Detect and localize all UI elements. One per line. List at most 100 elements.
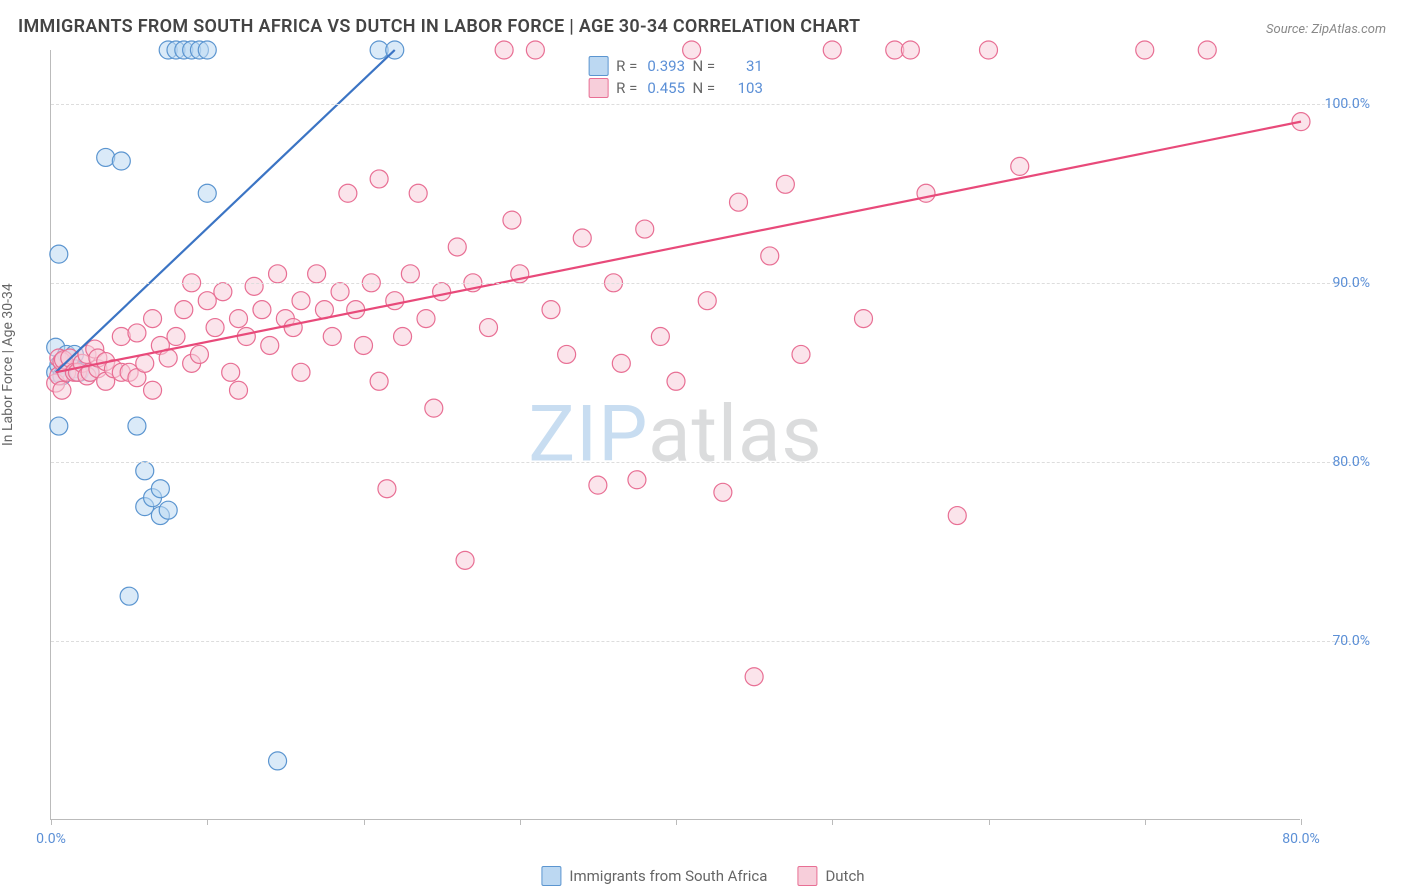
scatter-point-dutch — [198, 292, 216, 310]
legend-stat-row: R = 0.393 N = 31 — [588, 56, 763, 76]
legend-item: Dutch — [797, 866, 864, 886]
scatter-point-dutch — [628, 471, 646, 489]
legend-item: Immigrants from South Africa — [541, 866, 767, 886]
scatter-point-dutch — [355, 336, 373, 354]
scatter-point-sa — [159, 501, 177, 519]
scatter-point-dutch — [378, 480, 396, 498]
y-axis-label: In Labor Force | Age 30-34 — [0, 283, 16, 446]
x-tick-mark — [207, 819, 208, 825]
scatter-point-dutch — [651, 328, 669, 346]
legend-stat-text: R = 0.393 N = 31 — [616, 57, 763, 75]
x-tick-label: 0.0% — [36, 831, 66, 847]
scatter-point-dutch — [370, 372, 388, 390]
scatter-point-dutch — [1136, 41, 1154, 59]
scatter-point-dutch — [253, 301, 271, 319]
scatter-point-dutch — [612, 354, 630, 372]
scatter-point-sa — [120, 587, 138, 605]
scatter-point-dutch — [792, 345, 810, 363]
scatter-point-sa — [50, 245, 68, 263]
scatter-point-dutch — [573, 229, 591, 247]
grid-line — [51, 283, 1360, 284]
scatter-point-dutch — [112, 328, 130, 346]
scatter-point-dutch — [776, 175, 794, 193]
scatter-point-dutch — [901, 41, 919, 59]
scatter-point-dutch — [745, 668, 763, 686]
scatter-point-dutch — [761, 247, 779, 265]
legend-label: Dutch — [825, 867, 864, 885]
scatter-point-dutch — [636, 220, 654, 238]
scatter-point-dutch — [542, 301, 560, 319]
x-tick-mark — [520, 819, 521, 825]
scatter-point-dutch — [144, 381, 162, 399]
scatter-point-dutch — [339, 184, 357, 202]
trend-line-sa — [56, 50, 395, 372]
legend-stat-text: R = 0.455 N = 103 — [616, 79, 763, 97]
x-tick-label: 80.0% — [1282, 831, 1320, 847]
y-tick-label: 80.0% — [1332, 454, 1370, 470]
scatter-point-sa — [112, 152, 130, 170]
scatter-point-dutch — [331, 283, 349, 301]
x-tick-mark — [832, 819, 833, 825]
scatter-point-sa — [136, 462, 154, 480]
x-tick-mark — [989, 819, 990, 825]
scatter-point-dutch — [175, 301, 193, 319]
scatter-svg — [51, 50, 1361, 820]
x-tick-mark — [1145, 819, 1146, 825]
scatter-point-dutch — [917, 184, 935, 202]
source-name: ZipAtlas.com — [1311, 22, 1386, 37]
scatter-point-dutch — [401, 265, 419, 283]
y-tick-label: 100.0% — [1325, 96, 1370, 112]
scatter-point-sa — [198, 41, 216, 59]
scatter-point-dutch — [1011, 157, 1029, 175]
x-tick-mark — [364, 819, 365, 825]
scatter-point-dutch — [214, 283, 232, 301]
scatter-point-dutch — [144, 310, 162, 328]
scatter-point-sa — [269, 752, 287, 770]
scatter-point-dutch — [292, 292, 310, 310]
source-prefix: Source: — [1266, 22, 1311, 37]
scatter-point-dutch — [53, 381, 71, 399]
scatter-point-dutch — [190, 345, 208, 363]
scatter-point-dutch — [128, 324, 146, 342]
scatter-point-dutch — [394, 328, 412, 346]
chart-title: IMMIGRANTS FROM SOUTH AFRICA VS DUTCH IN… — [18, 16, 860, 37]
plot-area: ZIPatlas R = 0.393 N = 31R = 0.455 N = 1… — [50, 50, 1300, 820]
scatter-point-dutch — [206, 319, 224, 337]
legend-swatch — [541, 866, 561, 886]
scatter-point-dutch — [456, 551, 474, 569]
scatter-point-dutch — [409, 184, 427, 202]
scatter-point-dutch — [245, 277, 263, 295]
scatter-point-dutch — [230, 381, 248, 399]
scatter-point-dutch — [730, 193, 748, 211]
x-tick-mark — [676, 819, 677, 825]
scatter-point-dutch — [698, 292, 716, 310]
scatter-point-dutch — [284, 319, 302, 337]
scatter-point-dutch — [1198, 41, 1216, 59]
scatter-point-dutch — [948, 507, 966, 525]
legend-bottom: Immigrants from South Africa Dutch — [541, 866, 864, 886]
grid-line — [51, 462, 1360, 463]
scatter-point-dutch — [714, 483, 732, 501]
scatter-point-sa — [50, 417, 68, 435]
scatter-point-dutch — [136, 354, 154, 372]
scatter-point-dutch — [323, 328, 341, 346]
scatter-point-dutch — [980, 41, 998, 59]
scatter-point-dutch — [558, 345, 576, 363]
scatter-point-dutch — [433, 283, 451, 301]
scatter-point-dutch — [292, 363, 310, 381]
scatter-point-sa — [151, 480, 169, 498]
x-tick-mark — [51, 819, 52, 825]
scatter-point-sa — [97, 148, 115, 166]
scatter-point-dutch — [417, 310, 435, 328]
trend-line-dutch — [56, 122, 1301, 373]
scatter-point-dutch — [526, 41, 544, 59]
scatter-point-dutch — [589, 476, 607, 494]
scatter-point-dutch — [230, 310, 248, 328]
chart-container: IMMIGRANTS FROM SOUTH AFRICA VS DUTCH IN… — [0, 0, 1406, 892]
scatter-point-dutch — [495, 41, 513, 59]
scatter-point-dutch — [308, 265, 326, 283]
legend-stat-row: R = 0.455 N = 103 — [588, 78, 763, 98]
source-attribution: Source: ZipAtlas.com — [1266, 22, 1386, 37]
legend-swatch — [797, 866, 817, 886]
scatter-point-dutch — [425, 399, 443, 417]
